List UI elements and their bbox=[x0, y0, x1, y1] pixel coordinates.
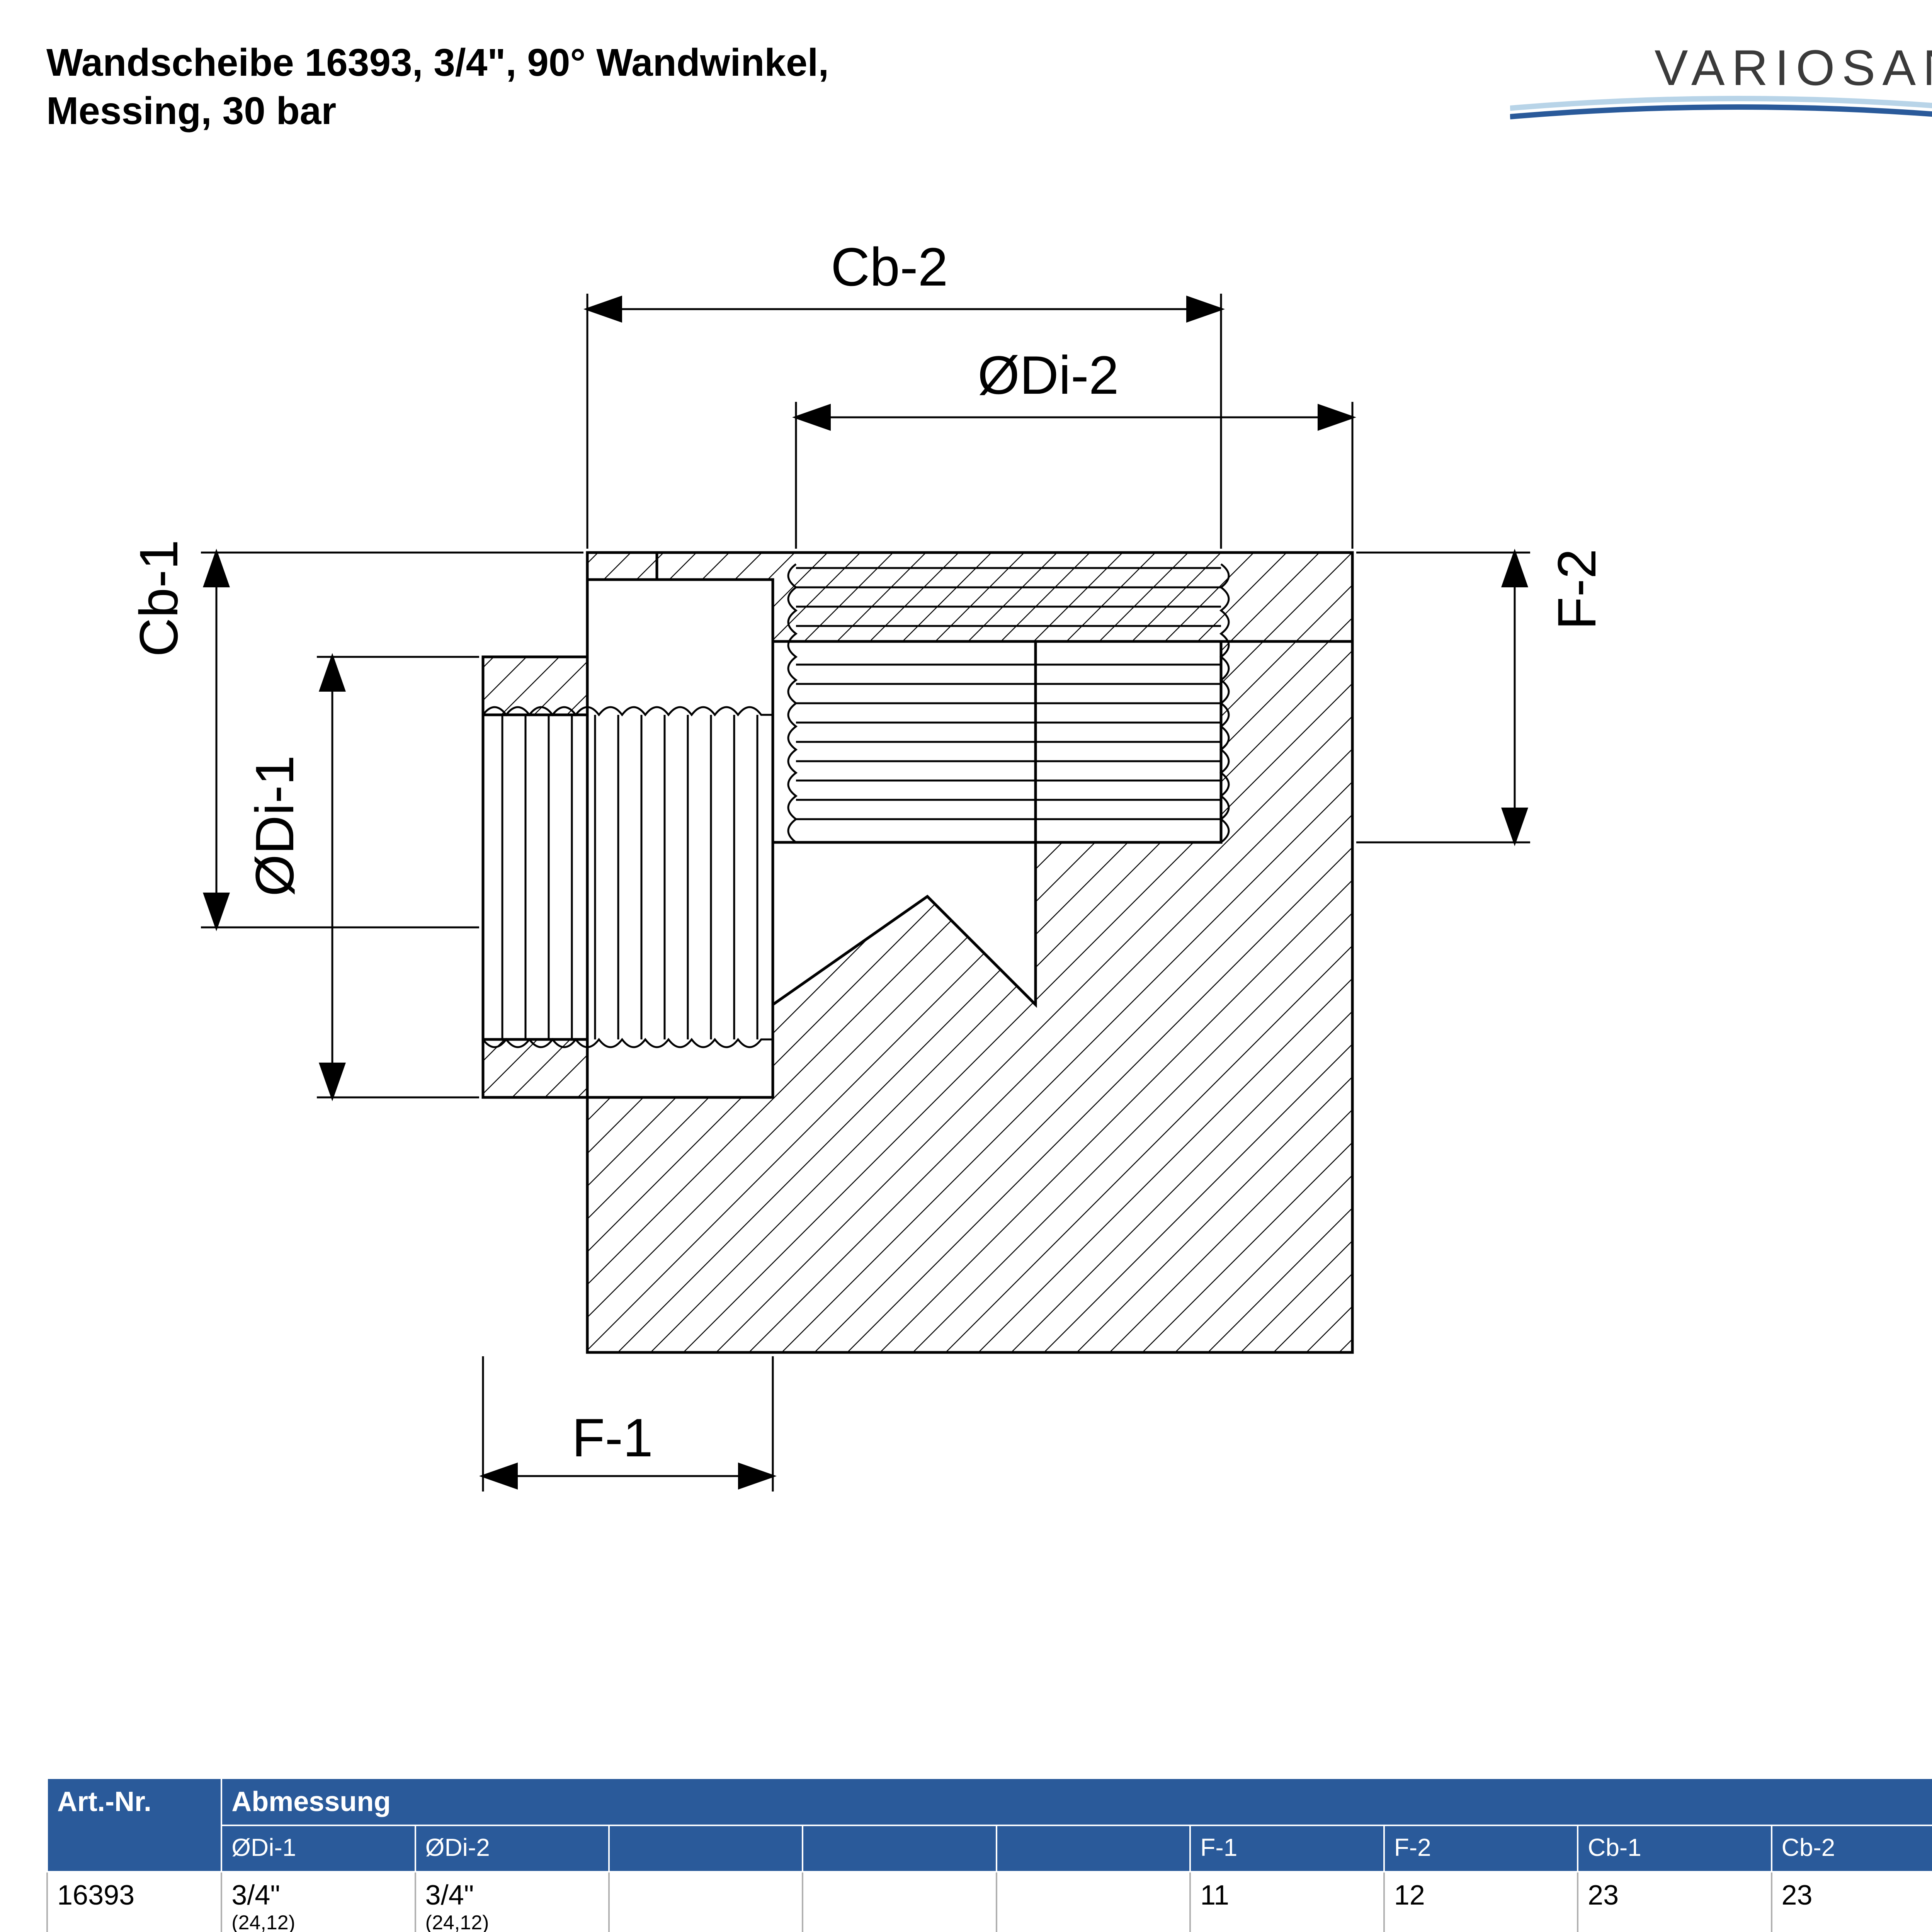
col-di1: ØDi-1 bbox=[221, 1825, 415, 1872]
col-art-nr: Art.-Nr. bbox=[47, 1778, 221, 1872]
cell-cb1: 23 bbox=[1578, 1872, 1771, 1932]
brand-logo: VARIOSAN bbox=[1510, 39, 1932, 126]
brand-logo-text: VARIOSAN bbox=[1510, 39, 1932, 97]
col-blank-5 bbox=[997, 1825, 1190, 1872]
page-header: Wandscheibe 16393, 3/4", 90° Wandwinkel,… bbox=[46, 39, 1932, 135]
page-title: Wandscheibe 16393, 3/4", 90° Wandwinkel,… bbox=[46, 39, 829, 135]
col-blank-4 bbox=[803, 1825, 996, 1872]
table-row: 16393 3/4" (24,12) 3/4" (24,12) 11 12 23… bbox=[47, 1872, 1932, 1932]
title-line-1: Wandscheibe 16393, 3/4", 90° Wandwinkel, bbox=[46, 41, 829, 84]
dim-label-f1: F-1 bbox=[572, 1406, 653, 1469]
dim-label-di2: ØDi-2 bbox=[978, 344, 1119, 406]
cell-f1: 11 bbox=[1190, 1872, 1384, 1932]
col-di2: ØDi-2 bbox=[415, 1825, 609, 1872]
col-f1: F-1 bbox=[1190, 1825, 1384, 1872]
col-f2: F-2 bbox=[1384, 1825, 1578, 1872]
dim-label-di1: ØDi-1 bbox=[243, 755, 306, 896]
spec-table-area: Art.-Nr. Abmessung ØDi-1 ØDi-2 F-1 F-2 C… bbox=[46, 1777, 1932, 1932]
cell-cb2: 23 bbox=[1772, 1872, 1932, 1932]
cell-di2: 3/4" (24,12) bbox=[415, 1872, 609, 1932]
col-cb2: Cb-2 bbox=[1772, 1825, 1932, 1872]
spec-table: Art.-Nr. Abmessung ØDi-1 ØDi-2 F-1 F-2 C… bbox=[46, 1777, 1932, 1932]
cell-blank-4 bbox=[803, 1872, 996, 1932]
cell-di1: 3/4" (24,12) bbox=[221, 1872, 415, 1932]
cell-art-nr: 16393 bbox=[47, 1872, 221, 1932]
table-header-row-1: Art.-Nr. Abmessung bbox=[47, 1778, 1932, 1825]
brand-logo-swoosh-icon bbox=[1510, 93, 1932, 124]
cell-f2: 12 bbox=[1384, 1872, 1578, 1932]
title-line-2: Messing, 30 bar bbox=[46, 89, 336, 133]
cell-blank-3 bbox=[609, 1872, 803, 1932]
dim-label-cb1: Cb-1 bbox=[128, 540, 190, 657]
technical-drawing: Cb-2 ØDi-2 Cb-1 ØDi-1 F-2 F-1 bbox=[0, 232, 1932, 1662]
col-blank-3 bbox=[609, 1825, 803, 1872]
dim-label-cb2: Cb-2 bbox=[831, 236, 948, 298]
drawing-svg bbox=[0, 232, 1932, 1662]
col-abmessung: Abmessung bbox=[221, 1778, 1932, 1825]
table-header-row-2: ØDi-1 ØDi-2 F-1 F-2 Cb-1 Cb-2 bbox=[47, 1825, 1932, 1872]
dim-label-f2: F-2 bbox=[1546, 549, 1608, 630]
cell-blank-5 bbox=[997, 1872, 1190, 1932]
col-cb1: Cb-1 bbox=[1578, 1825, 1771, 1872]
